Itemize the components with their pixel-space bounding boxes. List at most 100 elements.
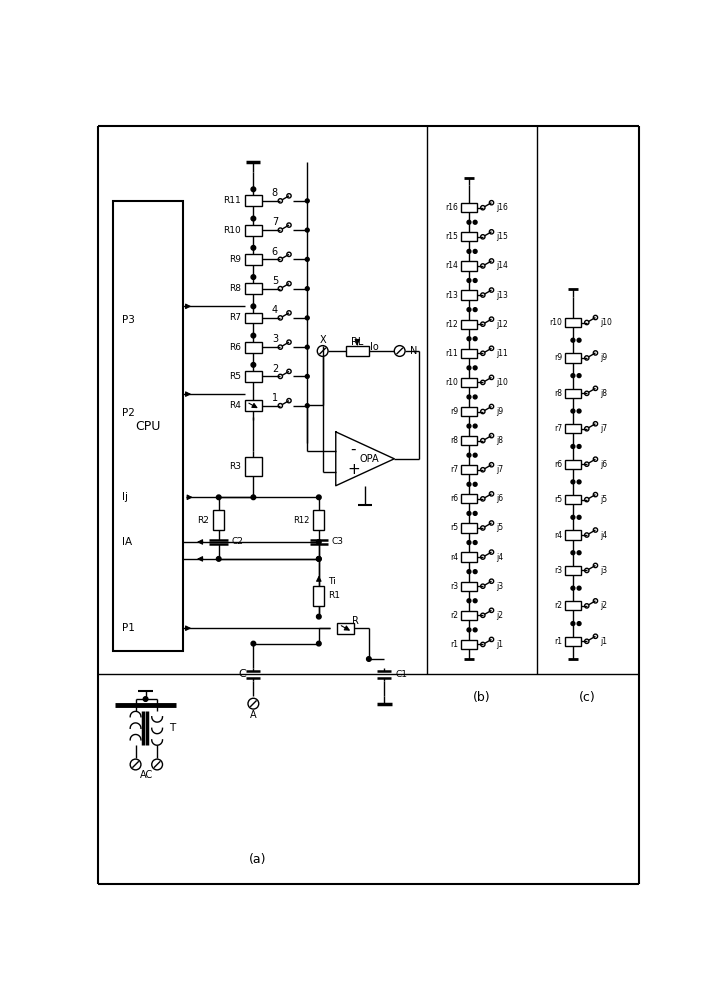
Text: A: A: [250, 710, 257, 720]
Text: r1: r1: [554, 637, 562, 646]
Text: RL: RL: [351, 337, 364, 347]
Text: 5: 5: [272, 276, 278, 286]
Bar: [245, 400, 262, 411]
Circle shape: [367, 657, 371, 661]
Circle shape: [577, 586, 581, 590]
Bar: [462, 523, 477, 533]
Bar: [565, 566, 581, 575]
Bar: [565, 637, 581, 646]
Text: r6: r6: [554, 460, 562, 469]
Bar: [245, 342, 262, 353]
Circle shape: [577, 374, 581, 378]
Circle shape: [473, 337, 477, 341]
Text: j3: j3: [496, 582, 503, 591]
Circle shape: [467, 366, 471, 370]
Text: j10: j10: [600, 318, 612, 327]
Text: j6: j6: [600, 460, 607, 469]
Circle shape: [473, 570, 477, 574]
Text: r2: r2: [450, 611, 458, 620]
Text: r4: r4: [554, 531, 562, 540]
Text: j2: j2: [496, 611, 503, 620]
Text: r10: r10: [549, 318, 562, 327]
Text: C: C: [238, 669, 246, 679]
Circle shape: [467, 395, 471, 399]
Text: C2: C2: [231, 537, 243, 546]
Text: j12: j12: [496, 320, 508, 329]
Text: Ij: Ij: [122, 492, 129, 502]
Circle shape: [473, 628, 477, 632]
Text: X: X: [319, 335, 326, 345]
Circle shape: [216, 557, 221, 561]
Circle shape: [467, 249, 471, 253]
Circle shape: [316, 557, 321, 561]
Circle shape: [251, 304, 256, 309]
Bar: [565, 389, 581, 398]
Bar: [565, 460, 581, 469]
Circle shape: [306, 316, 309, 320]
Bar: [462, 611, 477, 620]
Circle shape: [577, 338, 581, 342]
Bar: [565, 318, 581, 327]
Bar: [462, 552, 477, 562]
Text: (b): (b): [472, 691, 490, 704]
Bar: [313, 510, 324, 530]
Circle shape: [577, 445, 581, 448]
Text: R11: R11: [224, 196, 241, 205]
Circle shape: [306, 374, 309, 378]
Bar: [462, 640, 477, 649]
Circle shape: [571, 445, 575, 448]
Circle shape: [467, 424, 471, 428]
Text: r3: r3: [450, 582, 458, 591]
Circle shape: [306, 199, 309, 203]
Circle shape: [251, 275, 256, 279]
Text: r16: r16: [445, 203, 458, 212]
Circle shape: [467, 628, 471, 632]
Circle shape: [251, 641, 256, 646]
Circle shape: [571, 374, 575, 378]
Text: r8: r8: [450, 436, 458, 445]
Circle shape: [467, 453, 471, 457]
Bar: [245, 254, 262, 265]
Text: r2: r2: [554, 601, 562, 610]
Circle shape: [467, 337, 471, 341]
Bar: [462, 320, 477, 329]
Circle shape: [316, 614, 321, 619]
Circle shape: [571, 515, 575, 519]
Bar: [565, 495, 581, 504]
Bar: [462, 465, 477, 474]
Bar: [462, 407, 477, 416]
Bar: [462, 203, 477, 212]
Circle shape: [473, 541, 477, 544]
Text: C1: C1: [396, 670, 408, 679]
Text: j10: j10: [496, 378, 508, 387]
Circle shape: [473, 482, 477, 486]
Circle shape: [473, 279, 477, 282]
Circle shape: [467, 308, 471, 312]
Text: j7: j7: [600, 424, 607, 433]
Circle shape: [306, 345, 309, 349]
Text: R5: R5: [229, 372, 241, 381]
Bar: [462, 261, 477, 271]
Text: 1: 1: [272, 393, 278, 403]
Text: P3: P3: [122, 315, 135, 325]
Bar: [462, 436, 477, 445]
Circle shape: [467, 570, 471, 574]
Circle shape: [473, 599, 477, 603]
Circle shape: [306, 228, 309, 232]
Circle shape: [473, 424, 477, 428]
Text: r5: r5: [554, 495, 562, 504]
Circle shape: [467, 220, 471, 224]
Text: r8: r8: [554, 389, 562, 398]
Text: j8: j8: [496, 436, 503, 445]
Circle shape: [577, 622, 581, 626]
Text: CPU: CPU: [135, 420, 160, 433]
Bar: [462, 349, 477, 358]
Bar: [245, 457, 262, 476]
Circle shape: [571, 551, 575, 555]
Circle shape: [571, 622, 575, 626]
Circle shape: [577, 480, 581, 484]
Bar: [565, 424, 581, 433]
Bar: [462, 494, 477, 503]
Circle shape: [467, 599, 471, 603]
Circle shape: [473, 308, 477, 312]
